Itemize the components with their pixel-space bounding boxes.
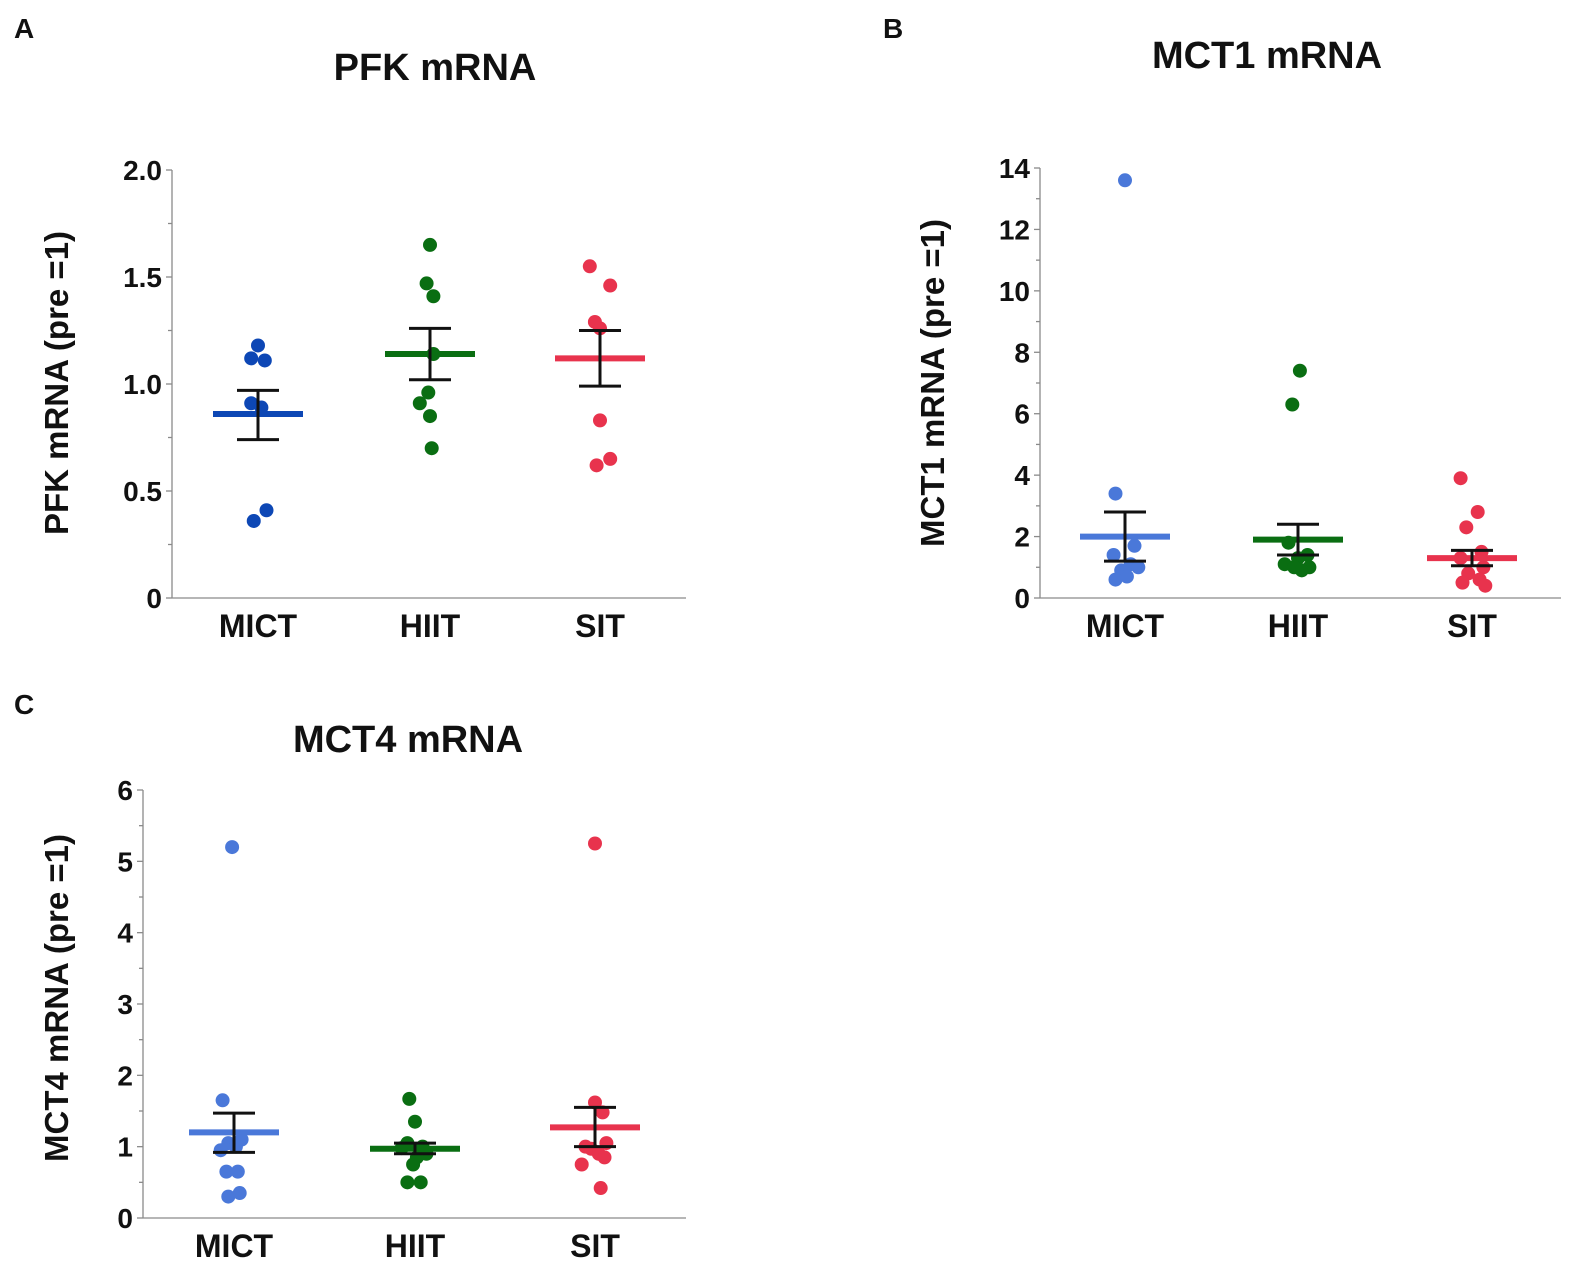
data-point xyxy=(1131,560,1146,575)
chart-title: PFK mRNA xyxy=(334,47,537,89)
data-point xyxy=(582,259,597,274)
data-point xyxy=(574,1157,589,1172)
y-tick-label: 2 xyxy=(1014,522,1030,553)
data-point xyxy=(1285,397,1300,412)
y-tick-label: 0 xyxy=(117,1203,133,1234)
data-point xyxy=(257,353,272,368)
data-point xyxy=(251,338,265,353)
data-point xyxy=(1106,548,1121,562)
data-point xyxy=(1118,173,1132,188)
data-point xyxy=(593,1181,608,1196)
x-category-label: HIIT xyxy=(1268,608,1329,644)
data-point xyxy=(603,451,618,466)
y-tick-label: 12 xyxy=(999,214,1030,245)
data-point xyxy=(1476,560,1491,575)
data-point xyxy=(1470,505,1485,519)
data-point xyxy=(219,1164,234,1179)
y-tick-label: 8 xyxy=(1014,337,1030,368)
data-point xyxy=(588,836,602,851)
y-tick-label: 14 xyxy=(999,153,1031,184)
panel-b-mct1-chart: B MCT1 mRNA MCT1 mRNA (pre =1) 0 2 4 6 8 10 12… xyxy=(883,13,1561,644)
data-point xyxy=(402,1091,417,1106)
panel-c-mct4-chart: C MCT4 mRNA MCT4 mRNA (pre =1) 0 1 2 3 4 5 6 MI… xyxy=(14,689,686,1264)
y-axis-label: PFK mRNA (pre =1) xyxy=(38,231,75,535)
data-point xyxy=(1119,569,1134,584)
y-tick-label: 2.0 xyxy=(123,155,162,186)
data-point xyxy=(228,1139,243,1154)
data-point xyxy=(1478,578,1493,593)
data-point xyxy=(413,1175,428,1190)
data-point xyxy=(1453,471,1468,486)
data-point xyxy=(412,396,427,411)
panel-a-pfk-chart: A PFK mRNA PFK mRNA (pre =1) 0 0.5 1.0 1.5 2… xyxy=(14,13,686,644)
data-point xyxy=(225,840,240,855)
data-point xyxy=(423,409,437,424)
y-axis-label: MCT1 mRNA (pre =1) xyxy=(914,219,951,547)
x-category-label: HIIT xyxy=(400,608,461,644)
y-tick-label: 1 xyxy=(117,1132,133,1163)
data-point xyxy=(423,237,437,252)
data-point xyxy=(232,1186,247,1201)
chart-title: MCT4 mRNA xyxy=(293,719,523,761)
data-point xyxy=(603,278,618,293)
data-point xyxy=(230,1164,245,1179)
data-point xyxy=(1108,572,1123,587)
panel-letter-a: A xyxy=(14,13,34,44)
x-category-label: MICT xyxy=(219,608,298,644)
data-point xyxy=(419,276,434,291)
data-point xyxy=(1459,520,1474,535)
data-point xyxy=(246,513,261,528)
y-tick-label: 1.5 xyxy=(123,262,162,293)
y-tick-label: 6 xyxy=(117,775,133,806)
chart-title: MCT1 mRNA xyxy=(1152,35,1382,77)
y-tick-label: 0.5 xyxy=(123,476,162,507)
y-tick-label: 6 xyxy=(1014,399,1030,430)
x-category-label: SIT xyxy=(1447,608,1497,644)
data-point xyxy=(421,385,436,400)
x-category-label: MICT xyxy=(195,1228,274,1264)
x-category-label: SIT xyxy=(570,1228,620,1264)
data-point xyxy=(400,1175,415,1190)
panel-letter-b: B xyxy=(883,13,903,44)
data-point xyxy=(1294,563,1309,578)
y-tick-label: 4 xyxy=(117,918,133,949)
data-point xyxy=(589,458,604,473)
data-point xyxy=(424,441,439,456)
y-axis-label: MCT4 mRNA (pre =1) xyxy=(38,834,75,1162)
data-point xyxy=(1455,575,1470,590)
x-category-label: MICT xyxy=(1086,608,1165,644)
data-point xyxy=(593,413,607,428)
y-tick-label: 10 xyxy=(999,276,1030,307)
data-point xyxy=(215,1093,230,1108)
x-category-label: HIIT xyxy=(385,1228,446,1264)
y-tick-label: 2 xyxy=(117,1060,133,1091)
data-point xyxy=(408,1114,422,1129)
data-point xyxy=(259,503,274,518)
data-point xyxy=(1108,486,1123,501)
data-point xyxy=(597,1150,612,1165)
panel-letter-c: C xyxy=(14,689,34,720)
data-point xyxy=(244,351,259,366)
x-category-label: SIT xyxy=(575,608,625,644)
data-point xyxy=(213,1143,228,1158)
y-tick-label: 4 xyxy=(1014,460,1030,491)
data-point xyxy=(221,1189,236,1204)
data-point xyxy=(426,289,441,304)
y-tick-label: 3 xyxy=(117,989,133,1020)
y-tick-label: 5 xyxy=(117,846,133,877)
y-tick-label: 0 xyxy=(1014,583,1030,614)
y-tick-label: 1.0 xyxy=(123,369,162,400)
y-tick-label: 0 xyxy=(146,583,162,614)
data-point xyxy=(1292,363,1307,378)
data-point xyxy=(1127,538,1142,553)
data-point xyxy=(406,1157,421,1172)
